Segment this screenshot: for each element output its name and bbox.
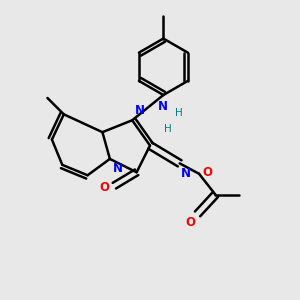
- Text: H: H: [176, 108, 183, 118]
- Text: O: O: [202, 166, 212, 179]
- Text: H: H: [164, 124, 172, 134]
- Text: O: O: [99, 181, 109, 194]
- Text: N: N: [134, 104, 145, 117]
- Text: N: N: [181, 167, 191, 180]
- Text: N: N: [158, 100, 168, 113]
- Text: O: O: [185, 216, 195, 229]
- Text: N: N: [113, 163, 123, 176]
